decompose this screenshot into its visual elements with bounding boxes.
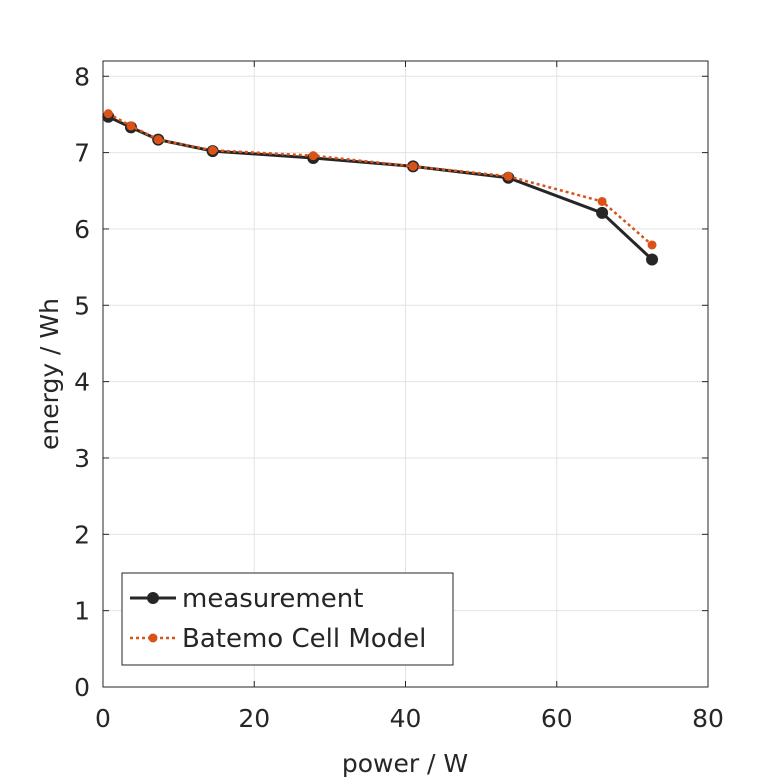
y-tick-label: 6 <box>74 215 90 244</box>
x-axis-label: power / W <box>342 749 468 778</box>
x-tick-label: 0 <box>95 704 111 733</box>
y-tick-label: 8 <box>74 62 90 91</box>
data-point-batemo-cell-model <box>503 171 513 181</box>
data-point-measurement <box>646 253 659 266</box>
series-layer <box>102 109 659 266</box>
y-tick-label: 0 <box>74 673 90 702</box>
y-tick-label: 3 <box>74 444 90 473</box>
data-point-batemo-cell-model <box>153 135 163 145</box>
y-axis-label: energy / Wh <box>35 298 64 450</box>
series-batemo-cell-model <box>103 109 657 250</box>
y-tick-label: 5 <box>74 291 90 320</box>
y-tick-label: 7 <box>74 139 90 168</box>
legend-label-measurement: measurement <box>182 584 363 614</box>
y-tick-label: 2 <box>74 520 90 549</box>
data-point-batemo-cell-model <box>408 161 418 171</box>
x-tick-label: 20 <box>238 704 270 733</box>
legend-label-batemo-cell-model: Batemo Cell Model <box>182 624 426 654</box>
y-tick-label: 1 <box>74 597 90 626</box>
x-tick-label: 80 <box>692 704 724 733</box>
data-point-batemo-cell-model <box>103 109 113 119</box>
data-point-batemo-cell-model <box>647 240 657 250</box>
legend-marker-measurement <box>147 592 159 604</box>
legend-box <box>121 572 454 666</box>
axis-ticks: 0 20 40 60 80 0 1 2 3 4 5 6 7 8 <box>74 61 724 733</box>
legend-entry-measurement: measurement <box>130 584 363 614</box>
y-tick-label: 4 <box>74 368 90 397</box>
legend: measurement Batemo Cell Model <box>121 572 454 666</box>
legend-entry-batemo-cell-model: Batemo Cell Model <box>130 624 426 654</box>
legend-marker-batemo-cell-model <box>148 633 158 643</box>
x-tick-label: 60 <box>541 704 573 733</box>
data-point-batemo-cell-model <box>597 196 607 206</box>
data-point-batemo-cell-model <box>308 151 318 161</box>
data-point-batemo-cell-model <box>126 121 136 131</box>
x-tick-label: 40 <box>390 704 422 733</box>
data-point-batemo-cell-model <box>208 145 218 155</box>
data-point-measurement <box>596 206 609 219</box>
